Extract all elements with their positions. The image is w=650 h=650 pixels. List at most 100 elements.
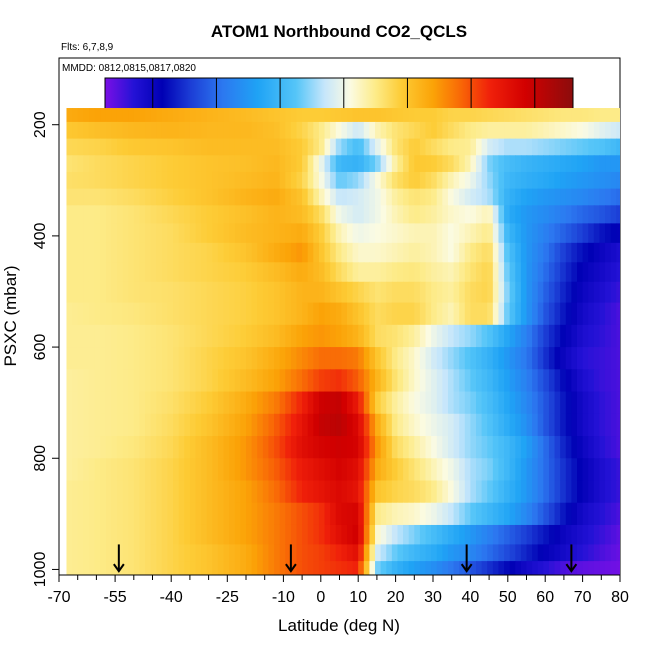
heatmap-cell	[128, 480, 135, 504]
heatmap-cell	[335, 561, 342, 575]
heatmap-cell	[240, 281, 247, 304]
heatmap-cell	[425, 561, 432, 575]
heatmap-cell	[391, 391, 399, 415]
heatmap-cell	[128, 223, 135, 244]
heatmap-cell	[133, 171, 141, 190]
heatmap-cell	[167, 391, 174, 415]
heatmap-cell	[133, 458, 141, 482]
heatmap-cell	[616, 391, 620, 415]
heatmap-cell	[268, 544, 275, 562]
heatmap-cell	[167, 480, 174, 504]
heatmap-cell	[66, 188, 73, 206]
heatmap-cell	[346, 436, 354, 459]
heatmap-cell	[571, 223, 578, 244]
heatmap-cell	[560, 413, 567, 437]
heatmap-cell	[571, 413, 578, 437]
heatmap-cell	[447, 302, 455, 326]
heatmap-cell	[560, 347, 567, 370]
heatmap-cell	[504, 347, 511, 370]
heatmap-cell	[571, 524, 578, 546]
heatmap-cell	[246, 281, 253, 304]
heatmap-cell	[116, 524, 124, 546]
heatmap-cell	[447, 155, 455, 173]
heatmap-cell	[380, 561, 387, 575]
heatmap-cell	[425, 223, 432, 244]
heatmap-cell	[195, 413, 202, 437]
heatmap-cell	[251, 561, 258, 575]
heatmap-cell	[425, 413, 432, 437]
heatmap-cell	[88, 502, 96, 526]
heatmap-cell	[195, 391, 202, 415]
heatmap-cell	[128, 155, 135, 173]
heatmap-cell	[453, 155, 460, 173]
heatmap-cell	[346, 242, 354, 263]
heatmap-cell	[296, 347, 303, 370]
heatmap-cell	[397, 324, 404, 348]
heatmap-cell	[375, 108, 382, 123]
heatmap-cell	[217, 347, 225, 370]
heatmap-cell	[318, 223, 326, 244]
heatmap-cell	[554, 171, 561, 190]
heatmap-cell	[279, 108, 286, 123]
heatmap-cell	[66, 302, 73, 326]
heatmap-cell	[453, 121, 460, 140]
heatmap-cell	[492, 155, 500, 173]
heatmap-cell	[571, 281, 578, 304]
heatmap-cell	[414, 480, 421, 504]
heatmap-cell	[83, 155, 90, 173]
heatmap-cell	[307, 413, 314, 437]
heatmap-cell	[532, 458, 539, 482]
heatmap-cell	[403, 347, 410, 370]
heatmap-cell	[116, 205, 124, 224]
heatmap-cell	[274, 561, 281, 575]
heatmap-cell	[554, 480, 561, 504]
heatmap-cell	[515, 138, 522, 156]
heatmap-cell	[262, 205, 270, 224]
heatmap-cell	[240, 121, 247, 140]
heatmap-cell	[369, 188, 376, 206]
heatmap-cell	[167, 347, 174, 370]
heatmap-cell	[156, 223, 163, 244]
heatmap-cell	[156, 324, 163, 348]
heatmap-cell	[610, 480, 617, 504]
heatmap-cell	[476, 458, 483, 482]
heatmap-cell	[246, 413, 253, 437]
heatmap-cell	[526, 171, 533, 190]
heatmap-cell	[150, 436, 157, 459]
heatmap-cell	[532, 347, 539, 370]
heatmap-cell	[588, 155, 595, 173]
heatmap-cell	[375, 391, 382, 415]
heatmap-cell	[318, 502, 326, 526]
heatmap-cell	[133, 138, 141, 156]
heatmap-cell	[616, 436, 620, 459]
heatmap-cell	[77, 458, 84, 482]
heatmap-cell	[375, 188, 382, 206]
sounding-arrow-head	[460, 563, 473, 573]
heatmap-cell	[274, 369, 281, 393]
heatmap-cell	[66, 121, 73, 140]
heatmap-cell	[279, 561, 286, 575]
heatmap-cell	[139, 155, 146, 173]
heatmap-cell	[240, 262, 247, 283]
heatmap-cell	[375, 262, 382, 283]
heatmap-cell	[167, 138, 174, 156]
heatmap-cell	[352, 138, 359, 156]
heatmap-cell	[212, 281, 219, 304]
heatmap-cell	[436, 242, 443, 263]
heatmap-cell	[318, 205, 326, 224]
heatmap-cell	[279, 223, 286, 244]
heatmap-cell	[492, 171, 500, 190]
heatmap-cell	[352, 436, 359, 459]
heatmap-cell	[173, 262, 180, 283]
heatmap-cell	[487, 121, 494, 140]
y-tick-label: 1000	[32, 552, 49, 588]
heatmap-cell	[296, 205, 303, 224]
heatmap-cell	[88, 262, 96, 283]
heatmap-cell	[167, 413, 174, 437]
heatmap-cell	[419, 544, 427, 562]
heatmap-cell	[189, 391, 197, 415]
heatmap-cell	[77, 524, 84, 546]
heatmap-cell	[560, 458, 567, 482]
heatmap-cell	[296, 502, 303, 526]
heatmap-cell	[206, 281, 213, 304]
